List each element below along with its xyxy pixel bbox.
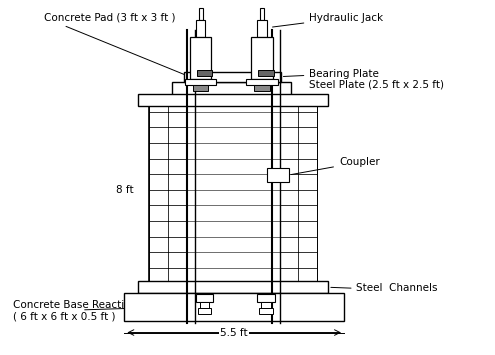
Bar [198,308,211,314]
Text: ( 6 ft x 6 ft x 0.5 ft ): ( 6 ft x 6 ft x 0.5 ft ) [13,312,115,322]
Bar [196,20,205,37]
Bar [197,70,212,76]
Text: 5.5 ft: 5.5 ft [220,328,248,338]
Text: Coupler: Coupler [291,157,380,175]
Bar [196,294,213,302]
Bar [246,78,278,86]
Bar [258,70,274,76]
Text: Concrete Base Reaction Pad: Concrete Base Reaction Pad [13,300,159,310]
Text: Steel  Channels: Steel Channels [356,283,437,293]
Bar [257,20,267,37]
Bar [257,294,275,302]
Text: Steel Plate (2.5 ft x 2.5 ft): Steel Plate (2.5 ft x 2.5 ft) [309,80,445,89]
Bar [193,86,208,91]
Text: Hydraulic Jack: Hydraulic Jack [273,12,384,27]
Bar [149,96,187,283]
Bar [172,82,291,98]
Bar [259,308,273,314]
Bar [138,94,328,106]
Bar [280,96,317,283]
Bar [198,8,202,20]
Bar [254,86,270,91]
Bar [190,37,211,78]
Bar [199,302,209,308]
Text: Concrete Pad (3 ft x 3 ft ): Concrete Pad (3 ft x 3 ft ) [45,12,199,81]
Bar [184,72,281,82]
Text: Bearing Plate: Bearing Plate [284,69,379,79]
Bar [124,293,344,321]
Text: 8 ft: 8 ft [116,185,133,195]
Bar [260,8,264,20]
Bar [261,302,271,308]
Bar [185,78,216,86]
Bar [251,37,273,78]
Bar [138,282,328,293]
Bar [149,96,317,283]
Bar [267,168,289,182]
